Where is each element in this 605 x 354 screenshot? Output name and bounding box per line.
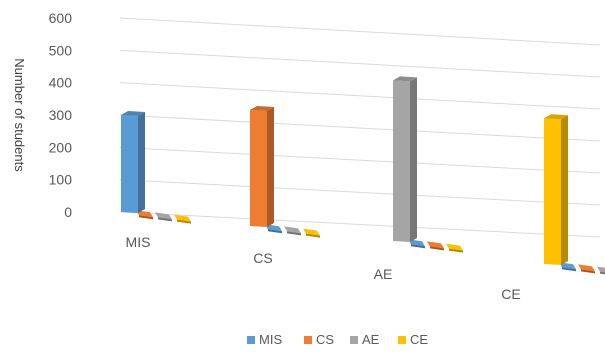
bars bbox=[121, 76, 605, 275]
legend: MIS CS AE CE bbox=[247, 332, 428, 347]
y-tick-label: 100 bbox=[49, 172, 73, 188]
legend-item: MIS bbox=[247, 332, 282, 347]
y-axis-title: Number of students bbox=[12, 58, 27, 172]
legend-swatch bbox=[398, 336, 406, 344]
legend-label: CE bbox=[410, 332, 428, 347]
bar-ce bbox=[174, 214, 191, 224]
legend-swatch bbox=[247, 336, 255, 344]
bar-ae bbox=[155, 212, 172, 222]
category-label: CE bbox=[501, 286, 520, 302]
gridline bbox=[119, 114, 601, 142]
category-label: CS bbox=[253, 250, 272, 266]
gridline bbox=[119, 179, 601, 206]
bar-mis bbox=[121, 111, 145, 213]
legend-item: CE bbox=[398, 332, 428, 347]
legend-label: AE bbox=[362, 332, 380, 347]
bar-ce bbox=[303, 228, 320, 238]
y-tick-labels: 0 100 200 300 400 500 600 bbox=[49, 10, 73, 220]
y-tick-label: 0 bbox=[64, 204, 72, 220]
gridlines bbox=[119, 17, 601, 238]
legend-swatch bbox=[304, 336, 312, 344]
bar-mis bbox=[265, 224, 282, 234]
y-tick-label: 600 bbox=[49, 10, 73, 26]
bar-mis bbox=[559, 262, 576, 272]
bar-ae bbox=[284, 226, 301, 236]
legend-label: CS bbox=[316, 332, 334, 347]
bar-ce bbox=[544, 114, 568, 266]
legend-label: MIS bbox=[259, 332, 282, 347]
gridline bbox=[119, 211, 601, 238]
bar-cs bbox=[136, 210, 153, 220]
category-label: AE bbox=[374, 266, 393, 282]
bar-ce bbox=[446, 243, 463, 253]
bar-mis bbox=[408, 239, 425, 249]
y-tick-label: 500 bbox=[49, 42, 73, 58]
bar-cs bbox=[578, 264, 595, 274]
legend-swatch bbox=[350, 336, 358, 344]
gridline bbox=[119, 17, 601, 46]
y-tick-label: 400 bbox=[49, 75, 73, 91]
bar-cs bbox=[250, 105, 274, 227]
bar-ae bbox=[393, 76, 417, 242]
gridline bbox=[119, 49, 601, 78]
legend-item: AE bbox=[350, 332, 380, 347]
bar-cs bbox=[427, 241, 444, 251]
y-tick-label: 300 bbox=[49, 107, 73, 123]
category-label: MIS bbox=[126, 234, 151, 250]
bar-ae bbox=[597, 266, 605, 275]
gridline bbox=[119, 146, 601, 174]
y-tick-label: 200 bbox=[49, 139, 73, 155]
gridline bbox=[119, 82, 601, 110]
legend-item: CS bbox=[304, 332, 334, 347]
category-labels: MIS CS AE CE bbox=[126, 234, 521, 302]
